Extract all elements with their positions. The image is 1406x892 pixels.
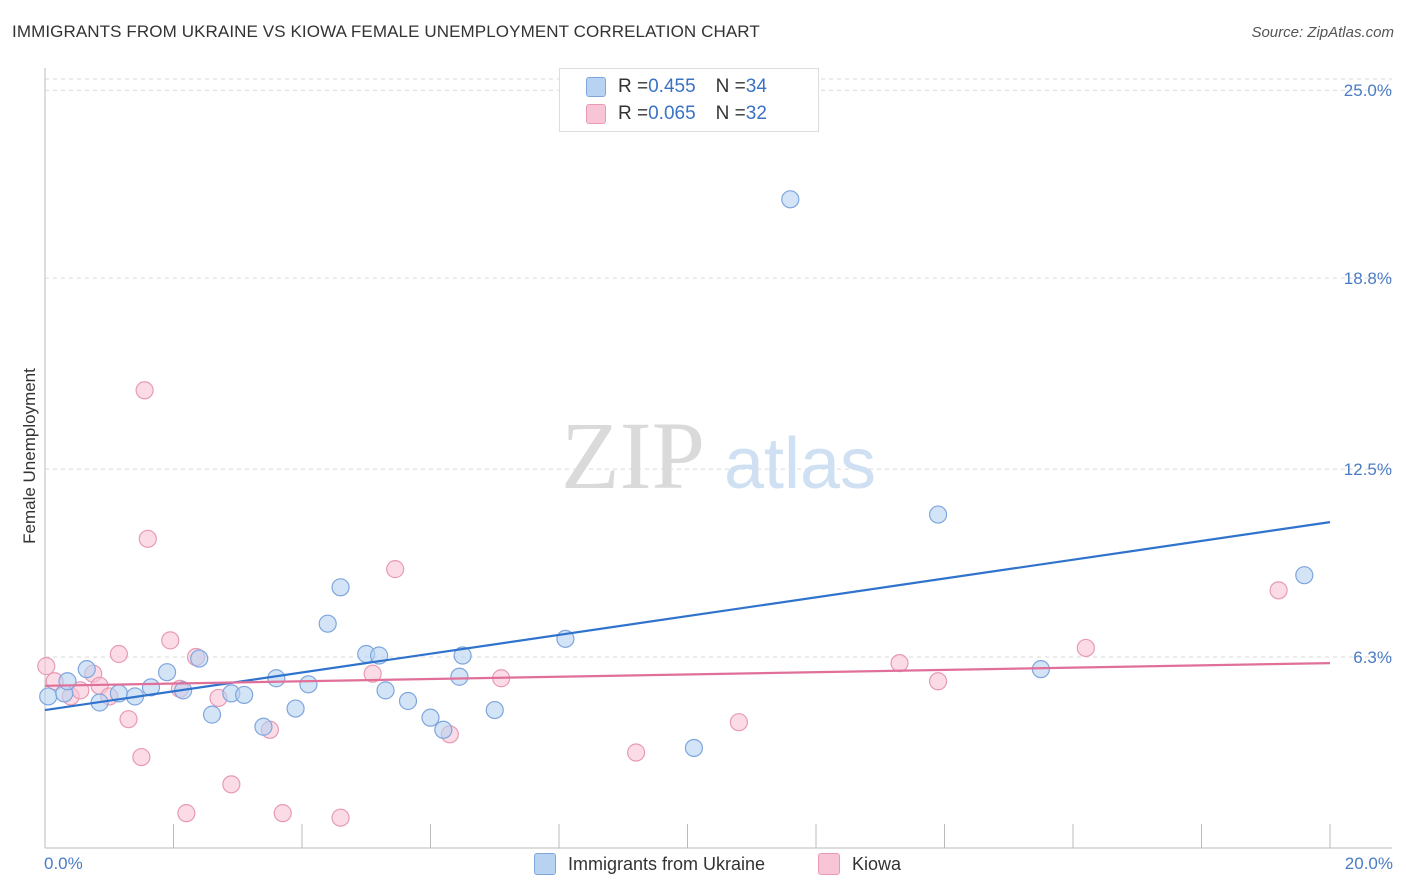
point-ukraine (1295, 566, 1314, 585)
point-kiowa (138, 529, 157, 548)
point-ukraine (928, 505, 948, 524)
point-ukraine (157, 663, 177, 682)
point-ukraine (190, 649, 209, 668)
point-kiowa (1269, 581, 1288, 600)
point-ukraine (485, 700, 504, 720)
x-tick-label: 0.0% (44, 854, 83, 873)
y-tick-label: 18.8% (1344, 269, 1392, 288)
point-kiowa (222, 775, 241, 794)
legend-swatch-kiowa (818, 853, 840, 875)
point-kiowa (109, 644, 128, 664)
legend-label-kiowa: Kiowa (852, 853, 902, 874)
point-kiowa (626, 743, 646, 762)
x-tick-label: 20.0% (1345, 854, 1393, 873)
point-kiowa (363, 664, 382, 683)
point-ukraine (421, 708, 440, 727)
point-kiowa (161, 631, 180, 650)
legend-n-label: N = (715, 76, 746, 97)
y-tick-label: 6.3% (1353, 648, 1392, 667)
watermark-atlas: atlas (724, 424, 876, 504)
legend-item-ukraine[interactable]: Immigrants from Ukraine (534, 852, 765, 876)
point-ukraine (398, 691, 418, 711)
point-kiowa (119, 710, 138, 729)
legend-swatch-ukraine (534, 853, 556, 875)
axes (44, 68, 1392, 849)
source-label: Source: ZipAtlas.com (1251, 24, 1394, 41)
watermark: ZIP atlas (561, 402, 876, 509)
legend-row-kiowa: R = 0.065 N = 32 (586, 102, 767, 126)
legend-n-value: 34 (745, 76, 767, 97)
point-ukraine (58, 672, 77, 691)
legend-label-ukraine: Immigrants from Ukraine (568, 853, 766, 874)
point-ukraine (318, 614, 337, 633)
point-kiowa (135, 381, 154, 400)
point-kiowa (177, 804, 196, 823)
point-kiowa (729, 713, 749, 732)
point-ukraine (267, 669, 286, 688)
legend-item-kiowa[interactable]: Kiowa (818, 852, 901, 876)
legend-swatch-kiowa (586, 104, 606, 124)
point-ukraine (684, 738, 704, 758)
series-legend: Immigrants from Ukraine Kiowa (0, 852, 1406, 876)
legend-n-label: N = (715, 103, 746, 124)
trend-lines (44, 521, 1331, 712)
gridlines (45, 78, 1392, 658)
point-kiowa (273, 804, 292, 823)
point-kiowa (1076, 638, 1095, 658)
legend-row-ukraine: R = 0.455 N = 34 (586, 75, 767, 99)
legend-r-label: R = (618, 103, 649, 124)
tick-labels: 6.3% 12.5% 18.8% 25.0% 0.0% 20.0% (44, 81, 1393, 873)
point-ukraine (453, 646, 472, 665)
point-ukraine (434, 720, 453, 739)
y-tick-label: 12.5% (1344, 460, 1392, 479)
point-kiowa (928, 672, 948, 691)
point-ukraine (781, 190, 800, 209)
point-kiowa (37, 657, 56, 676)
legend-r-label: R = (618, 76, 649, 97)
point-ukraine (39, 687, 58, 706)
point-ukraine (450, 667, 469, 686)
point-kiowa (890, 653, 909, 673)
point-ukraine (235, 685, 254, 705)
y-tick-label: 25.0% (1344, 81, 1392, 100)
stats-legend: R = 0.455 N = 34 R = 0.065 N = 32 (559, 68, 819, 132)
trend-line-ukraine (44, 521, 1331, 712)
point-kiowa (386, 560, 405, 579)
point-ukraine (299, 675, 318, 694)
point-kiowa (132, 747, 151, 767)
point-ukraine (77, 660, 96, 679)
legend-swatch-ukraine (586, 77, 606, 97)
point-ukraine (286, 699, 305, 718)
watermark-zip: ZIP (561, 402, 705, 509)
legend-n-value: 32 (745, 103, 767, 124)
legend-r-value: 0.455 (648, 76, 696, 97)
legend-r-value: 0.065 (648, 103, 696, 124)
point-ukraine (376, 681, 395, 700)
trend-line-kiowa (44, 661, 1331, 687)
point-ukraine (202, 705, 222, 724)
chart-title: IMMIGRANTS FROM UKRAINE VS KIOWA FEMALE … (12, 22, 760, 41)
point-kiowa (331, 808, 350, 827)
point-ukraine (254, 717, 273, 736)
point-ukraine (331, 578, 350, 597)
